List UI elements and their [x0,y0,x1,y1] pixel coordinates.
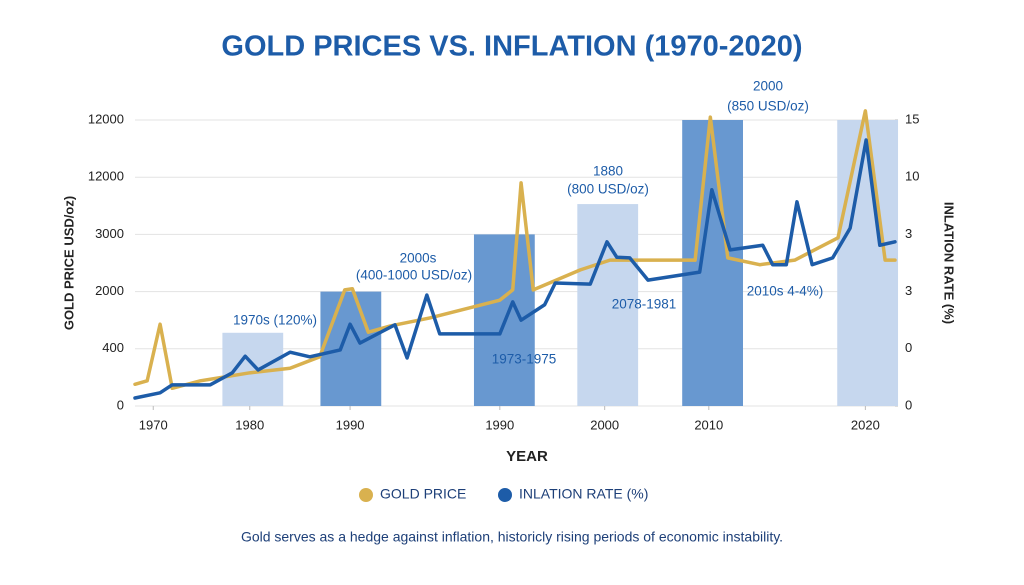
y2-tick-label: 10 [905,169,919,184]
x-tick-label: 2010 [694,417,723,432]
y2-axis-label: INLATION RATE (%) [942,202,957,324]
y2-tick-label: 0 [905,397,912,412]
annotation: (800 USD/oz) [567,182,649,197]
annotation: (400-1000 USD/oz) [356,268,472,283]
caption: Gold serves as a hedge against inflation… [241,529,783,545]
y-tick-label: 0 [117,397,124,412]
annotation: 1970s (120%) [233,313,317,328]
annotation: 2000 [753,79,783,94]
x-tick-label: 1990 [485,417,514,432]
legend-marker [359,488,373,502]
x-tick-label: 2020 [851,417,880,432]
y-tick-label: 12000 [88,111,124,126]
x-tick-label: 1980 [235,417,264,432]
y2-tick-label: 15 [905,111,919,126]
bar [682,120,743,406]
annotation: 2078-1981 [612,297,677,312]
annotation: (850 USD/oz) [727,99,809,114]
y-tick-label: 12000 [88,169,124,184]
y2-tick-label: 0 [905,340,912,355]
y-axis-label: GOLD PRICE USD/oz) [61,196,76,330]
y-tick-label: 2000 [95,283,124,298]
x-tick-label: 2000 [590,417,619,432]
bar [320,291,382,406]
annotation: 1973-1975 [492,352,557,367]
y2-tick-label: 3 [905,226,912,241]
annotation: 1880 [593,164,623,179]
legend-marker [498,488,512,502]
bar [577,204,639,406]
x-tick-label: 1970 [139,417,168,432]
bar [837,120,899,406]
legend-label: INLATION RATE (%) [519,486,648,502]
y-tick-label: 400 [102,340,124,355]
chart-title: GOLD PRICES VS. INFLATION (1970-2020) [221,31,802,63]
series-line [133,138,897,400]
x-axis-label: YEAR [506,448,548,465]
y2-tick-label: 3 [905,283,912,298]
legend-label: GOLD PRICE [380,486,466,502]
annotation: 2010s 4-4%) [747,284,824,299]
annotation: 2000s [400,251,437,266]
x-tick-label: 1990 [336,417,365,432]
y-tick-label: 3000 [95,226,124,241]
